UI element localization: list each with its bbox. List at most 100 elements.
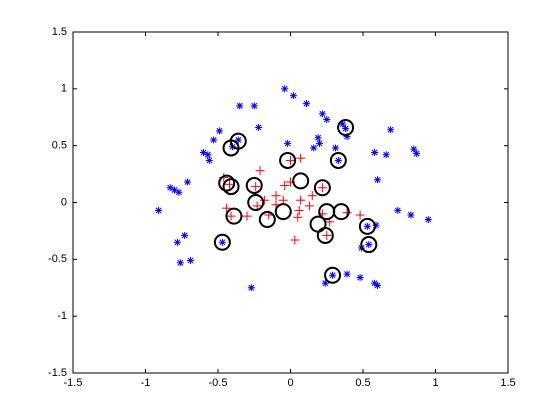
point [225, 179, 235, 189]
point [226, 211, 236, 221]
point [222, 203, 232, 213]
marker-ring [222, 178, 240, 196]
marker-ring [332, 203, 350, 221]
y-tick-label: -1 [57, 310, 67, 322]
point [222, 178, 240, 196]
point [304, 201, 314, 211]
point [387, 126, 395, 134]
marker-stroke [174, 239, 181, 246]
point [213, 233, 231, 251]
point [356, 274, 364, 282]
point [205, 156, 213, 164]
marker-stroke [394, 207, 401, 214]
marker-stroke [216, 127, 223, 134]
marker-ring [213, 233, 231, 251]
point [175, 188, 183, 196]
x-tick-label: 1.5 [500, 377, 515, 389]
point [307, 191, 317, 201]
point [289, 92, 297, 100]
point [394, 206, 402, 214]
point [310, 144, 318, 152]
marker-stroke [171, 187, 178, 193]
marker-stroke [410, 146, 417, 153]
marker-stroke [155, 207, 162, 214]
marker-ring [247, 194, 265, 211]
point [279, 151, 297, 169]
marker-stroke [383, 151, 390, 158]
plot-area [72, 31, 509, 374]
marker-stroke [204, 151, 211, 158]
marker-stroke [339, 121, 346, 128]
marker-stroke [332, 144, 339, 151]
marker-stroke [310, 144, 317, 151]
point [286, 155, 295, 165]
point [360, 236, 378, 254]
x-tick-label: -1.5 [64, 377, 83, 389]
point [343, 270, 351, 278]
marker-stroke [290, 92, 297, 99]
point [176, 259, 184, 267]
point [290, 235, 300, 245]
point [173, 238, 181, 246]
point [329, 151, 347, 169]
point [334, 156, 342, 164]
point [281, 85, 289, 93]
point [342, 125, 350, 133]
marker-stroke [344, 271, 351, 278]
point [424, 216, 432, 224]
point [181, 231, 189, 239]
marker-ring [316, 226, 334, 244]
y-tick-label: 1 [61, 83, 67, 95]
marker-stroke [284, 140, 291, 147]
marker-stroke [374, 176, 381, 183]
marker-stroke [210, 137, 217, 143]
marker-stroke [177, 259, 184, 266]
marker-stroke [303, 100, 310, 107]
marker-stroke [329, 272, 336, 279]
point [218, 238, 226, 246]
point [407, 211, 415, 219]
marker-ring [218, 174, 236, 192]
marker-stroke [251, 102, 258, 109]
marker-ring [225, 207, 243, 225]
point [323, 116, 331, 124]
point [294, 205, 304, 215]
marker-stroke [255, 124, 262, 131]
point [210, 136, 218, 144]
y-tick-label: 1.5 [52, 26, 67, 38]
marker-ring [324, 266, 342, 284]
point [292, 172, 310, 190]
point [247, 284, 255, 292]
marker-stroke [281, 85, 288, 92]
marker-ring [329, 151, 347, 169]
marker-stroke [248, 284, 255, 291]
point [255, 166, 265, 176]
marker-ring [292, 172, 310, 190]
marker-ring [360, 236, 378, 254]
marker-stroke [184, 179, 191, 185]
point [337, 118, 355, 136]
marker-stroke [167, 184, 174, 191]
marker-stroke [316, 140, 323, 147]
point [280, 180, 290, 190]
point [313, 179, 331, 197]
point [331, 144, 339, 152]
point [358, 217, 376, 235]
point [382, 151, 390, 159]
marker-ring [258, 211, 276, 229]
point [184, 178, 192, 186]
point [250, 102, 258, 110]
marker-ring [313, 179, 331, 197]
point [284, 139, 292, 147]
marker-stroke [387, 126, 394, 133]
y-tick-label: 0.5 [52, 140, 67, 152]
marker-stroke [364, 223, 371, 230]
marker-ring [229, 132, 247, 150]
y-tick-label: 0 [61, 196, 67, 208]
point [314, 134, 322, 142]
point [329, 271, 337, 279]
marker-stroke [357, 274, 364, 281]
point [271, 191, 281, 201]
x-tick-label: -0.5 [209, 377, 228, 389]
